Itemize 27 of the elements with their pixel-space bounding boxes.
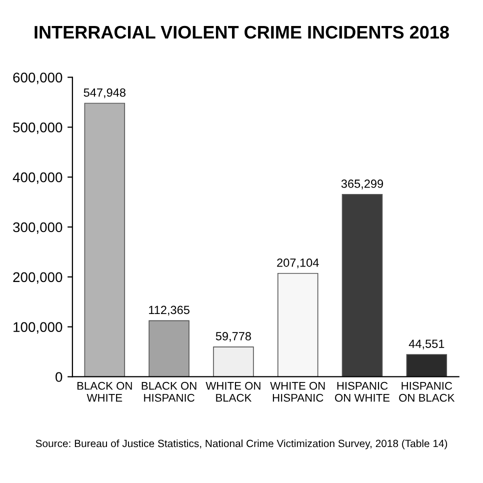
x-tick-label: WHITE ON BLACK [206, 382, 260, 402]
x-tick-label: HISPANIC ON WHITE [335, 382, 390, 402]
data-label: 59,778 [216, 332, 251, 342]
data-label: 365,299 [341, 180, 384, 190]
x-tick-label: WHITE ON HISPANIC [270, 382, 325, 402]
y-tick-label: 0 [56, 372, 62, 382]
bar [342, 194, 383, 377]
data-label: 44,551 [408, 340, 444, 350]
x-tick-label: BLACK ON WHITE [77, 382, 132, 402]
x-tick-label: HISPANIC ON BLACK [399, 382, 455, 402]
source-note: Source: Bureau of Justice Statistics, National Crime Victimization Survey, 2018 (Table 14) [36, 440, 448, 450]
x-tick-label: BLACK ON HISPANIC [142, 382, 196, 402]
y-tick-label: 200,000 [13, 272, 62, 284]
y-tick-label: 300,000 [13, 222, 62, 234]
bar [213, 346, 254, 377]
bar [148, 320, 190, 377]
data-label: 112,365 [149, 306, 190, 316]
data-label: 207,104 [277, 258, 319, 268]
y-tick-label: 600,000 [13, 72, 62, 84]
chart-title: INTERRACIAL VIOLENT CRIME INCIDENTS 2018 [34, 26, 449, 39]
data-label: 547,948 [84, 88, 126, 98]
bar [406, 354, 448, 377]
y-tick-label: 400,000 [12, 172, 62, 184]
bar [277, 272, 318, 377]
y-tick-label: 500,000 [13, 122, 62, 134]
y-tick-label: 100,000 [14, 322, 62, 334]
bar [84, 102, 126, 377]
